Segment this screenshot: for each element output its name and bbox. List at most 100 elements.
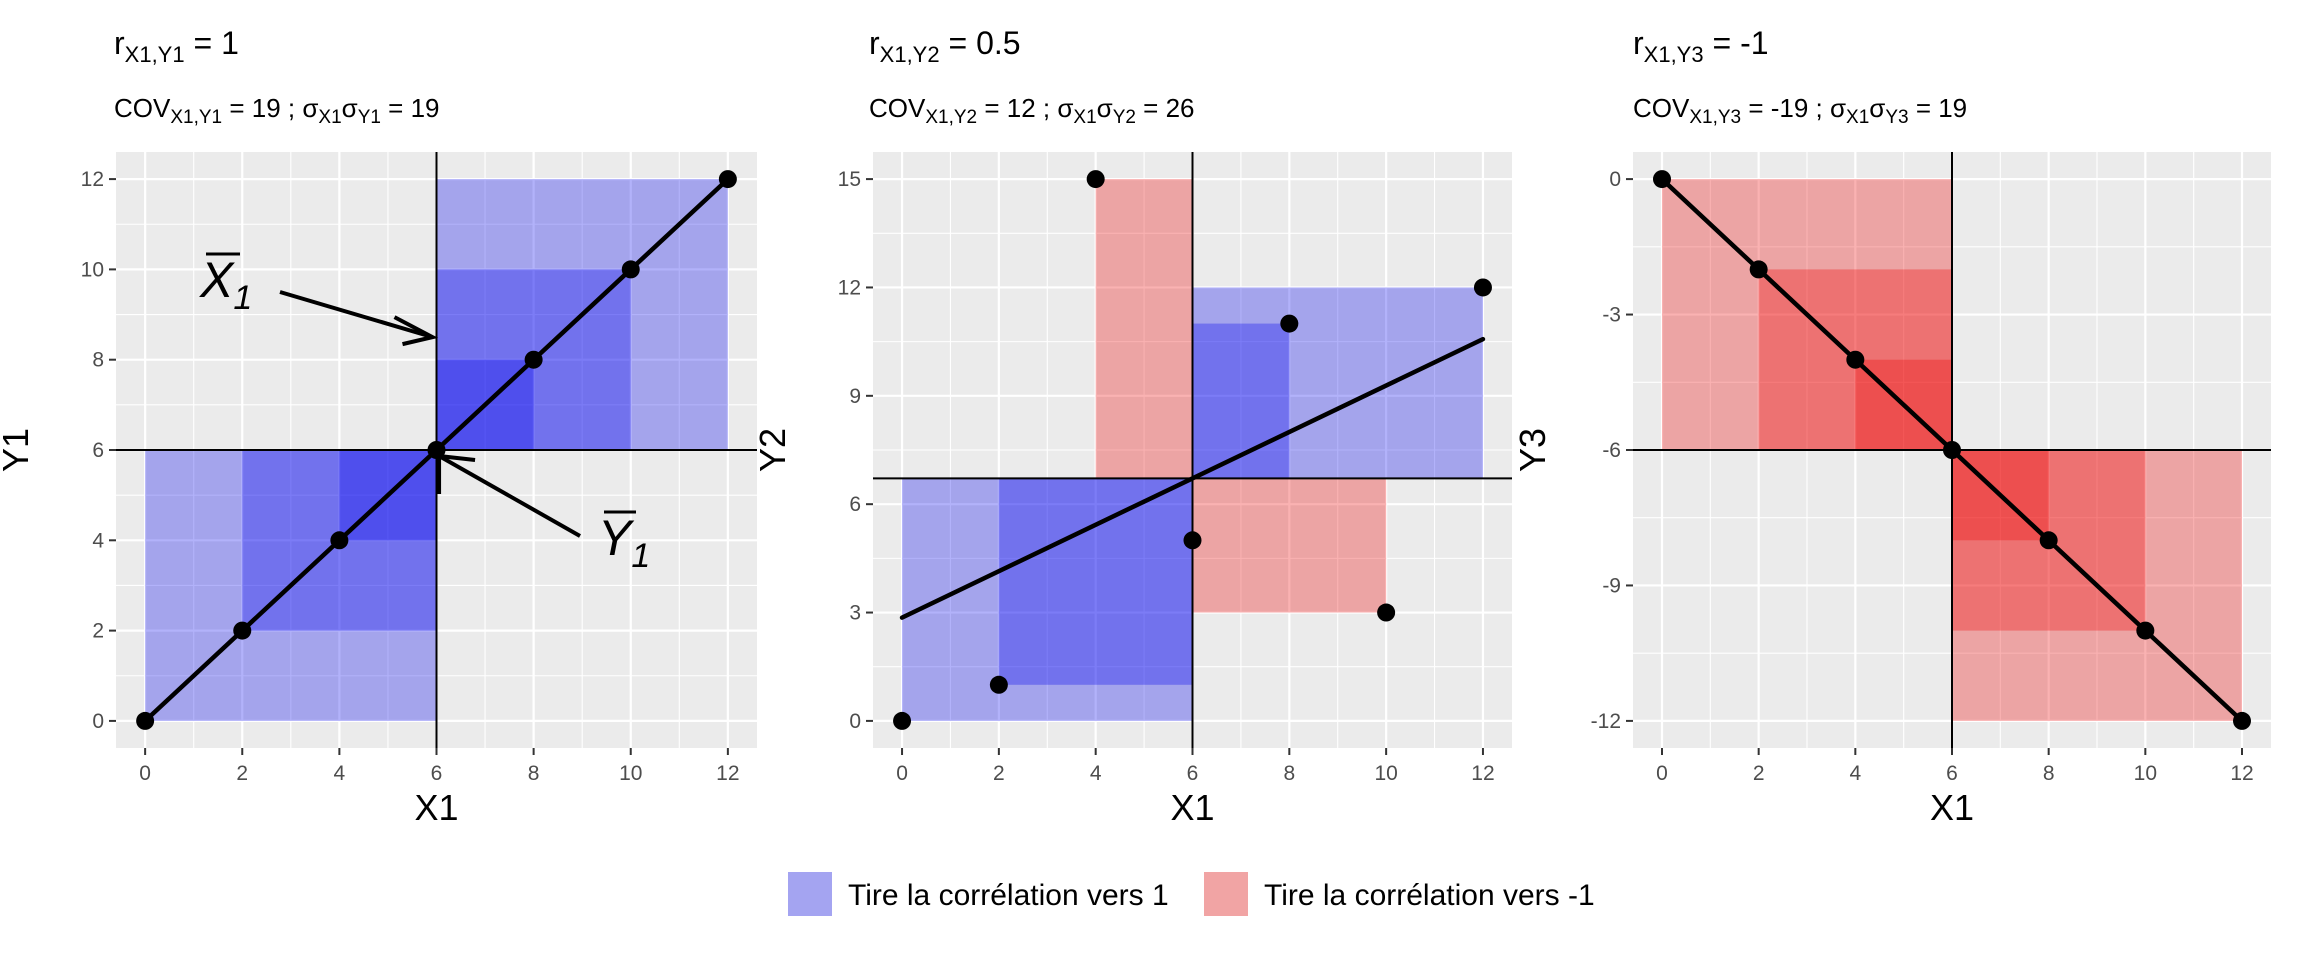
subtitle-subscript: Y1	[358, 107, 381, 128]
panel-subtitle: COVX1,Y2 = 12 ; σX1σY2 = 26	[869, 93, 1195, 128]
y-tick-label: 15	[838, 168, 861, 191]
legend-label-negative: Tire la corrélation vers -1	[1264, 879, 1595, 912]
data-points	[893, 170, 1492, 730]
y-axis-title: Y2	[752, 428, 793, 472]
x-tick-label: 12	[716, 762, 739, 785]
panel-title: rX1,Y3 = -1	[1633, 25, 1769, 67]
legend-key-positive	[788, 872, 832, 916]
subtitle-sigma: σ	[1830, 93, 1846, 123]
y-tick-label: 6	[92, 439, 104, 462]
data-point	[1280, 314, 1299, 333]
y-tick-label: 2	[92, 620, 104, 643]
annotation-subscript: 1	[233, 279, 252, 317]
y-axis-title: Y1	[0, 428, 36, 472]
subtitle-sd-value: = 19	[1909, 93, 1968, 123]
legend-label-positive: Tire la corrélation vers 1	[848, 879, 1169, 912]
x-tick-label: 10	[619, 762, 642, 785]
subtitle-subscript: X1	[1846, 107, 1869, 128]
x-tick-label: 8	[528, 762, 540, 785]
title-r: r	[1633, 25, 1644, 61]
x-tick-label: 6	[1187, 762, 1199, 785]
data-point	[2136, 621, 2155, 640]
y-tick-label: -3	[1602, 304, 1621, 327]
y-axis-title: Y3	[1512, 428, 1553, 472]
data-point	[136, 711, 155, 730]
x-tick-label: 4	[334, 762, 346, 785]
covariance-rectangle	[1192, 478, 1387, 613]
data-point	[1653, 170, 1671, 189]
subtitle-cov-value: = 12 ;	[977, 93, 1057, 123]
y-tick-label: 0	[1609, 168, 1621, 191]
subtitle-sigma: σ	[342, 93, 358, 123]
data-point	[1473, 278, 1492, 297]
arrow-shaft	[279, 290, 434, 340]
title-r: r	[869, 25, 880, 61]
data-point	[989, 675, 1008, 694]
x-tick-label: 8	[2043, 762, 2055, 785]
x-tick-label: 2	[236, 762, 248, 785]
y-tick-label: 8	[92, 349, 104, 372]
subtitle-cov-value: = -19 ;	[1741, 93, 1830, 123]
data-point	[330, 531, 349, 550]
subtitle-subscript: Y2	[1113, 107, 1136, 128]
subtitle-subscript: Y3	[1885, 107, 1908, 128]
subtitle-sigma: σ	[1057, 93, 1073, 123]
panel-title: rX1,Y2 = 0.5	[869, 25, 1021, 67]
covariance-rectangle	[902, 478, 1193, 721]
title-r: r	[114, 25, 125, 61]
x-tick-label: 4	[1090, 762, 1102, 785]
x-tick-label: 0	[896, 762, 908, 785]
x-tick-label: 2	[993, 762, 1005, 785]
data-point	[1749, 260, 1768, 279]
title-value: = 1	[185, 25, 239, 61]
subtitle-subscript: X1,Y2	[925, 107, 977, 128]
x-axis-title: X1	[1170, 787, 1214, 828]
data-point	[1943, 441, 1961, 459]
panel-subtitle: COVX1,Y3 = -19 ; σX1σY3 = 19	[1633, 93, 1967, 128]
subtitle-sigma: σ	[302, 93, 318, 123]
y-tick-label: 0	[849, 710, 861, 733]
title-subscript: X1,Y1	[125, 42, 185, 67]
x-tick-label: 4	[1849, 762, 1861, 785]
data-points	[136, 170, 737, 730]
x-tick-label: 10	[2134, 762, 2157, 785]
data-point	[893, 711, 912, 730]
annotation-symbol: X	[199, 252, 235, 308]
x-tick-label: 0	[139, 762, 151, 785]
y-tick-label: 3	[849, 602, 861, 625]
x-tick-label: 12	[2230, 762, 2253, 785]
x-tick-label: 12	[1471, 762, 1494, 785]
x-tick-label: 0	[1656, 762, 1668, 785]
y-tick-label: 10	[81, 258, 104, 281]
legend-key-negative	[1204, 872, 1248, 916]
covariance-rectangles	[902, 179, 1483, 721]
subtitle-cov-value: = 19 ;	[222, 93, 302, 123]
data-point	[233, 621, 252, 640]
subtitle-subscript: X1,Y1	[170, 107, 222, 128]
x-axis-title: X1	[1930, 787, 1974, 828]
subtitle-subscript: X1	[1073, 107, 1096, 128]
subtitle-sigma: σ	[1869, 93, 1885, 123]
y-tick-label: 9	[849, 385, 861, 408]
subtitle-subscript: X1,Y3	[1689, 107, 1741, 128]
subtitle-sigma: σ	[1097, 93, 1113, 123]
data-point	[621, 260, 640, 279]
y-tick-label: 0	[92, 710, 104, 733]
data-point	[2233, 711, 2251, 730]
annotations: X1 Y1	[199, 252, 650, 575]
covariance-rectangle	[1192, 287, 1483, 479]
covariance-rectangle	[998, 478, 1193, 685]
annotation-xbar: X1	[199, 252, 252, 317]
panel-subtitle: COVX1,Y1 = 19 ; σX1σY1 = 19	[114, 93, 440, 128]
title-value: = 0.5	[940, 25, 1021, 61]
y-tick-label: 6	[849, 493, 861, 516]
y-tick-label: -12	[1591, 710, 1621, 733]
y-tick-label: 4	[92, 529, 104, 552]
annotation-ybar: Y1	[598, 510, 650, 575]
